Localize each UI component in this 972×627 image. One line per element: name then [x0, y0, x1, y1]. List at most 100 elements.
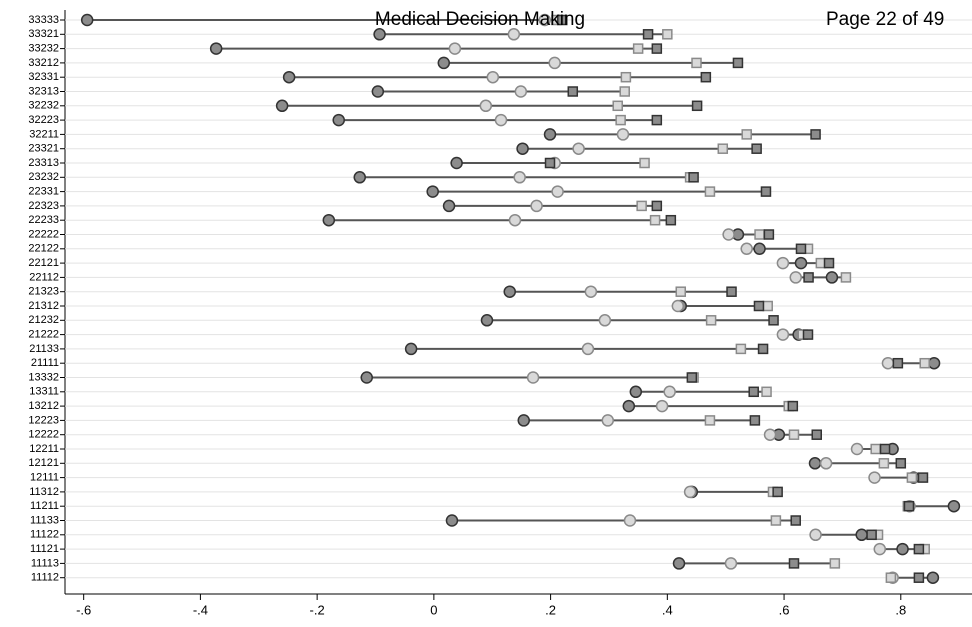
y-tick-label: 32331 — [28, 71, 59, 83]
square-marker — [878, 458, 890, 469]
square-marker — [879, 443, 891, 455]
circle-marker — [622, 399, 636, 413]
circle-marker — [353, 171, 366, 184]
y-tick-label: 21232 — [28, 314, 59, 326]
square-marker — [753, 300, 765, 312]
y-tick-label: 12222 — [28, 429, 59, 441]
square-marker — [754, 229, 765, 240]
x-tick-label: 0 — [430, 602, 437, 617]
square-marker — [913, 543, 925, 555]
circle-marker — [508, 213, 522, 227]
y-tick-label: 32232 — [28, 100, 59, 112]
square-marker — [662, 29, 673, 40]
circle-marker — [947, 499, 961, 513]
square-marker — [620, 71, 632, 83]
square-marker — [665, 214, 677, 226]
circle-marker — [426, 185, 439, 198]
y-tick-label: 22222 — [28, 228, 59, 240]
square-marker — [870, 443, 881, 455]
circle-marker — [494, 113, 508, 127]
circle-marker — [209, 42, 223, 55]
square-marker — [760, 186, 772, 197]
y-tick-label: 11113 — [31, 557, 59, 569]
circle-marker — [663, 385, 676, 399]
square-marker — [557, 14, 568, 26]
square-marker — [691, 100, 703, 112]
square-marker — [717, 143, 729, 154]
circle-marker — [581, 342, 595, 356]
square-marker — [642, 29, 654, 40]
y-tick-label: 33212 — [28, 57, 59, 69]
square-marker — [651, 200, 663, 212]
circle-marker — [450, 156, 463, 170]
circle-marker — [572, 142, 585, 155]
square-marker — [892, 357, 904, 369]
y-tick-label: 22233 — [28, 214, 59, 226]
circle-marker — [601, 414, 615, 427]
y-tick-label: 11112 — [31, 572, 59, 584]
circle-marker — [543, 128, 557, 141]
square-marker — [748, 386, 759, 398]
y-tick-label: 22122 — [28, 243, 59, 255]
square-marker — [704, 186, 716, 197]
circle-marker — [808, 457, 822, 470]
circle-marker — [789, 271, 802, 284]
circle-marker — [480, 314, 494, 327]
square-marker — [823, 257, 835, 269]
square-marker — [751, 143, 762, 154]
square-marker — [795, 243, 807, 255]
y-tick-label: 23313 — [28, 157, 59, 169]
circle-marker — [503, 285, 516, 298]
circle-marker — [437, 56, 451, 70]
circle-marker — [448, 42, 462, 55]
y-tick-label: 21133 — [29, 343, 59, 355]
circle-marker — [616, 128, 630, 141]
circle-marker — [530, 199, 543, 213]
circle-marker — [873, 542, 887, 556]
circle-marker — [551, 185, 564, 198]
x-tick-label: .4 — [662, 602, 673, 617]
square-marker — [639, 157, 650, 169]
circle-marker — [282, 70, 296, 84]
circle-marker — [445, 514, 459, 527]
circle-marker — [507, 28, 521, 41]
circle-marker — [623, 514, 637, 527]
square-marker — [632, 43, 644, 54]
square-marker — [649, 214, 661, 226]
square-marker — [917, 472, 929, 483]
square-marker — [651, 43, 663, 54]
circle-marker — [825, 271, 839, 284]
circle-marker — [722, 228, 735, 241]
circle-marker — [442, 199, 456, 213]
circle-marker — [671, 299, 685, 313]
square-marker — [803, 272, 814, 283]
square-marker — [772, 486, 783, 498]
circle-marker — [881, 356, 895, 370]
square-marker — [770, 515, 782, 526]
y-tick-label: 21222 — [28, 329, 59, 341]
y-tick-label: 21323 — [28, 286, 59, 298]
circle-marker — [486, 70, 500, 84]
square-marker — [802, 329, 814, 340]
square-marker — [619, 86, 630, 97]
square-marker — [906, 472, 918, 483]
circle-marker — [598, 314, 612, 327]
y-tick-label: 11122 — [30, 529, 59, 541]
y-tick-label: 11133 — [30, 514, 59, 526]
y-tick-label: 11312 — [29, 486, 59, 498]
circle-marker — [776, 256, 790, 270]
x-tick-label: -.4 — [193, 602, 208, 617]
circle-marker — [479, 99, 493, 113]
square-marker — [811, 429, 822, 440]
square-marker — [544, 157, 556, 169]
circle-marker — [404, 342, 418, 356]
circle-marker — [655, 399, 669, 413]
circle-marker — [80, 13, 94, 27]
square-marker — [612, 100, 623, 112]
circle-marker — [896, 542, 909, 556]
square-marker — [788, 429, 800, 440]
circle-marker — [584, 285, 598, 298]
square-marker — [735, 343, 747, 355]
circle-marker — [794, 256, 808, 270]
circle-marker — [850, 442, 864, 456]
